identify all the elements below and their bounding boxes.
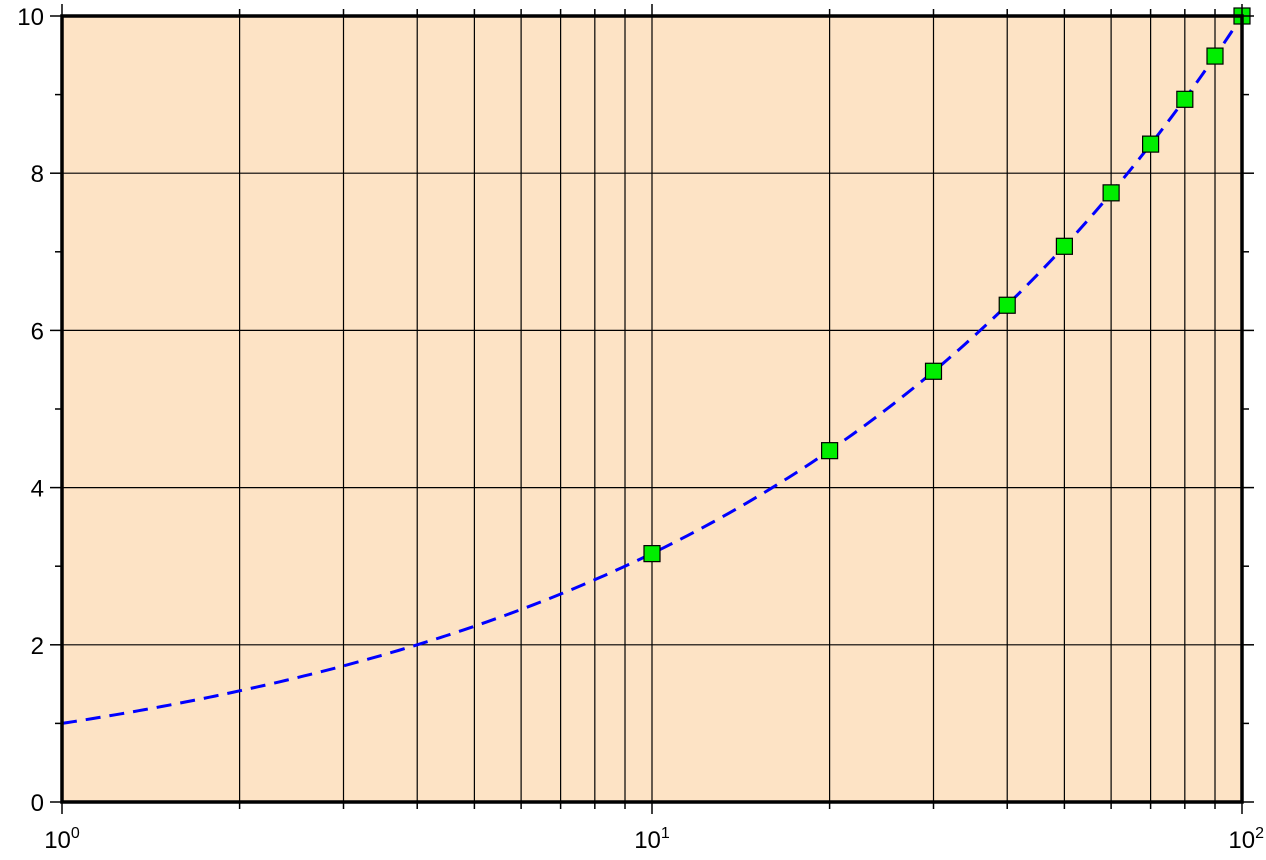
y-tick-label: 0 bbox=[31, 790, 44, 817]
y-tick-label: 4 bbox=[31, 476, 44, 503]
data-point bbox=[1055, 237, 1073, 255]
data-point bbox=[1142, 135, 1160, 153]
x-tick-label: 101 bbox=[634, 825, 670, 854]
data-point bbox=[998, 296, 1016, 314]
y-tick-label: 10 bbox=[17, 4, 44, 31]
data-point bbox=[924, 362, 943, 380]
y-tick-label: 2 bbox=[31, 633, 44, 660]
data-point bbox=[1206, 47, 1224, 65]
data-point bbox=[643, 545, 661, 563]
data-point bbox=[821, 442, 839, 460]
data-point bbox=[1102, 184, 1120, 202]
y-tick-label: 6 bbox=[31, 318, 44, 345]
x-tick-label: 102 bbox=[1228, 825, 1264, 854]
y-tick-label: 8 bbox=[31, 161, 44, 188]
x-tick-label: 100 bbox=[44, 825, 80, 854]
series-line bbox=[61, 15, 1244, 725]
data-point bbox=[1176, 90, 1194, 108]
